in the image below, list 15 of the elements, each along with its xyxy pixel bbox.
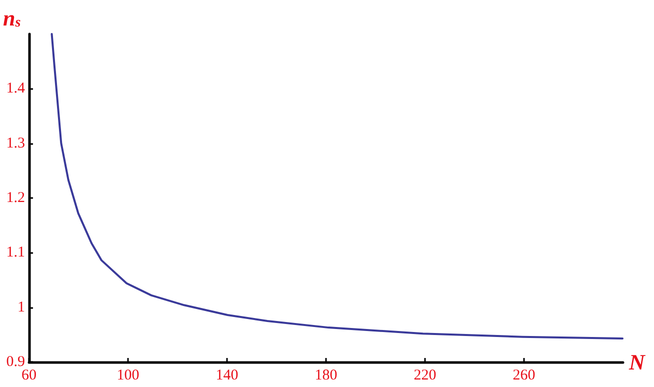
- x-tick-label: 140: [216, 368, 238, 384]
- y-tick-label: 1.4: [6, 80, 26, 97]
- x-tick-label: 220: [414, 368, 436, 384]
- y-tick-label: 0.9: [6, 354, 25, 370]
- x-tick-label: 60: [22, 368, 36, 384]
- y-tick-label: 1.1: [6, 244, 25, 261]
- y-axis-title: ns: [3, 6, 22, 30]
- y-tick-label: 1.2: [6, 190, 25, 206]
- x-axis-title: N: [628, 350, 646, 374]
- line-series: [50, 33, 624, 340]
- x-tick-label: 260: [512, 368, 536, 384]
- x-tick-label: 180: [314, 368, 338, 384]
- x-tick-label: 100: [116, 368, 140, 384]
- y-tick-label: 1.3: [6, 135, 25, 152]
- y-tick-label: 1: [18, 299, 25, 316]
